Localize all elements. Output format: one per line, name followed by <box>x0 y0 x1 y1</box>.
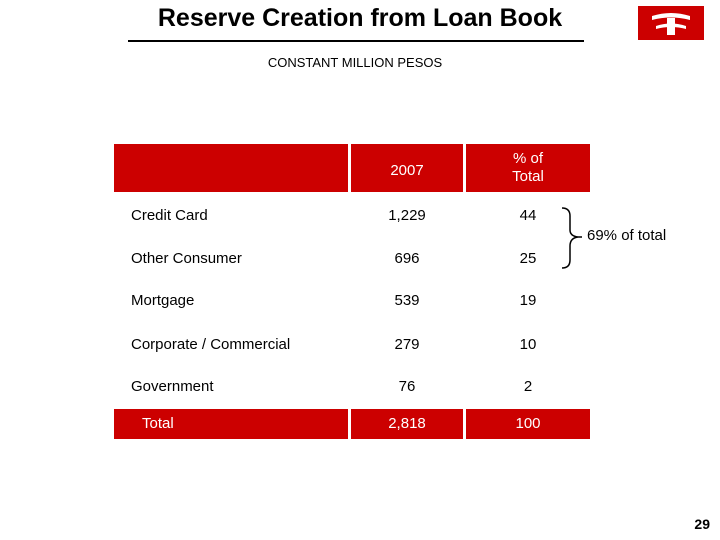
bank-logo-icon <box>638 6 704 40</box>
header-bar-pct <box>466 144 590 192</box>
total-label: Total <box>142 415 174 432</box>
row-value: 696 <box>394 250 420 267</box>
row-value: 1,229 <box>388 207 426 224</box>
row-value: 279 <box>394 336 420 353</box>
page-subtitle: CONSTANT MILLION PESOS <box>267 55 443 70</box>
row-label: Government <box>131 378 214 395</box>
total-value: 2,818 <box>388 415 426 432</box>
row-pct: 44 <box>519 207 537 224</box>
page-title: Reserve Creation from Loan Book <box>157 4 563 32</box>
header-bar-label <box>114 144 348 192</box>
row-label: Other Consumer <box>131 250 242 267</box>
title-underline <box>128 40 584 42</box>
page-number: 29 <box>694 516 710 532</box>
total-bar-value <box>351 409 463 439</box>
row-value: 76 <box>398 378 416 395</box>
row-pct: 2 <box>523 378 533 395</box>
total-pct: 100 <box>515 415 541 432</box>
row-pct: 10 <box>519 336 537 353</box>
brace-bracket-icon <box>561 207 582 269</box>
column-header-2007: 2007 <box>390 162 424 179</box>
row-value: 539 <box>394 292 420 309</box>
row-pct: 25 <box>519 250 537 267</box>
column-header-pct: % of Total <box>512 150 544 185</box>
total-bar-pct <box>466 409 590 439</box>
row-pct: 19 <box>519 292 537 309</box>
row-label: Credit Card <box>131 207 208 224</box>
brace-annotation: 69% of total <box>587 227 667 244</box>
header-bar-2007 <box>351 144 463 192</box>
total-bar-label <box>114 409 348 439</box>
row-label: Mortgage <box>131 292 195 309</box>
row-label: Corporate / Commercial <box>131 336 291 353</box>
